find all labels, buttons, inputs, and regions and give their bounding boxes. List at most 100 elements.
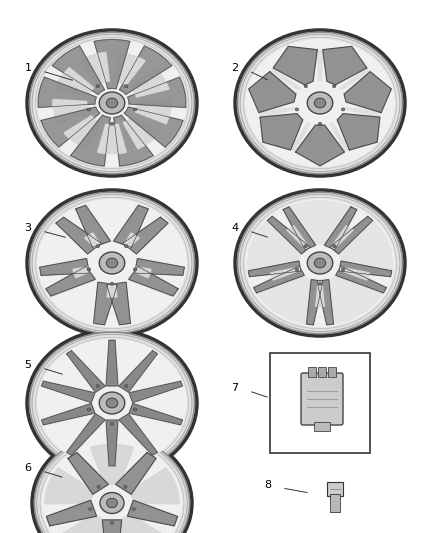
Ellipse shape — [235, 30, 405, 176]
Ellipse shape — [29, 32, 194, 174]
Polygon shape — [291, 123, 310, 151]
Polygon shape — [115, 52, 145, 85]
Ellipse shape — [332, 245, 336, 248]
Ellipse shape — [106, 98, 118, 108]
Polygon shape — [336, 221, 392, 270]
Ellipse shape — [304, 245, 307, 248]
Polygon shape — [119, 414, 157, 455]
Polygon shape — [106, 340, 118, 386]
Polygon shape — [41, 107, 100, 147]
Polygon shape — [90, 445, 134, 486]
Polygon shape — [273, 46, 317, 85]
FancyBboxPatch shape — [301, 373, 343, 425]
Text: 5: 5 — [25, 360, 32, 370]
Text: 4: 4 — [231, 223, 239, 233]
Polygon shape — [317, 280, 333, 325]
Bar — [327, 482, 343, 496]
Ellipse shape — [295, 268, 299, 271]
Ellipse shape — [32, 433, 192, 533]
Bar — [308, 367, 316, 377]
Ellipse shape — [110, 123, 114, 125]
Ellipse shape — [341, 108, 345, 111]
Polygon shape — [336, 266, 386, 293]
Polygon shape — [106, 420, 118, 466]
Bar — [330, 494, 340, 512]
Ellipse shape — [110, 522, 113, 524]
Ellipse shape — [29, 192, 194, 334]
Polygon shape — [331, 226, 353, 250]
Polygon shape — [123, 217, 168, 254]
Text: 8: 8 — [265, 480, 272, 490]
Ellipse shape — [87, 268, 91, 271]
Ellipse shape — [96, 85, 99, 87]
Ellipse shape — [99, 252, 125, 274]
Polygon shape — [107, 284, 117, 297]
Ellipse shape — [29, 332, 194, 474]
Ellipse shape — [124, 85, 128, 87]
Polygon shape — [68, 453, 108, 494]
Ellipse shape — [96, 385, 99, 387]
Ellipse shape — [32, 334, 192, 472]
Polygon shape — [124, 107, 183, 147]
Polygon shape — [129, 403, 183, 425]
Ellipse shape — [307, 252, 333, 274]
Polygon shape — [135, 259, 184, 276]
Polygon shape — [46, 500, 96, 526]
Polygon shape — [339, 261, 392, 277]
Text: 7: 7 — [231, 383, 239, 393]
Ellipse shape — [27, 30, 197, 176]
Polygon shape — [120, 46, 172, 94]
Polygon shape — [324, 207, 357, 250]
Polygon shape — [71, 115, 110, 166]
Ellipse shape — [99, 92, 125, 114]
Ellipse shape — [240, 195, 400, 332]
Ellipse shape — [318, 123, 321, 125]
Polygon shape — [267, 216, 310, 254]
Polygon shape — [254, 266, 304, 293]
Polygon shape — [116, 453, 156, 494]
Ellipse shape — [99, 392, 125, 414]
Polygon shape — [52, 46, 105, 94]
Polygon shape — [113, 205, 148, 247]
Ellipse shape — [237, 32, 403, 174]
Polygon shape — [323, 46, 367, 85]
Polygon shape — [67, 351, 105, 392]
Ellipse shape — [37, 199, 187, 327]
Polygon shape — [129, 266, 178, 296]
Polygon shape — [337, 114, 380, 150]
Polygon shape — [76, 205, 110, 247]
Polygon shape — [344, 71, 391, 112]
Polygon shape — [94, 282, 117, 325]
Polygon shape — [330, 123, 349, 151]
Ellipse shape — [245, 199, 395, 327]
Ellipse shape — [106, 498, 117, 508]
Ellipse shape — [37, 39, 187, 167]
Polygon shape — [42, 381, 95, 402]
Ellipse shape — [97, 486, 100, 488]
Ellipse shape — [42, 441, 182, 533]
Polygon shape — [40, 259, 89, 276]
Polygon shape — [135, 100, 171, 124]
Ellipse shape — [32, 35, 192, 172]
Ellipse shape — [87, 108, 91, 111]
Polygon shape — [38, 77, 96, 108]
Ellipse shape — [332, 85, 336, 87]
Ellipse shape — [27, 330, 197, 476]
Polygon shape — [118, 514, 167, 533]
Ellipse shape — [314, 258, 326, 268]
Ellipse shape — [237, 192, 403, 334]
Ellipse shape — [37, 437, 187, 533]
Ellipse shape — [295, 108, 299, 111]
Polygon shape — [85, 233, 100, 248]
Polygon shape — [249, 71, 296, 112]
Ellipse shape — [235, 190, 405, 336]
Ellipse shape — [89, 508, 92, 511]
Ellipse shape — [133, 268, 137, 271]
Ellipse shape — [106, 398, 118, 408]
Polygon shape — [98, 124, 126, 154]
Ellipse shape — [110, 282, 114, 285]
Ellipse shape — [307, 92, 333, 114]
Polygon shape — [317, 50, 323, 80]
Ellipse shape — [133, 408, 137, 411]
Ellipse shape — [314, 98, 326, 108]
